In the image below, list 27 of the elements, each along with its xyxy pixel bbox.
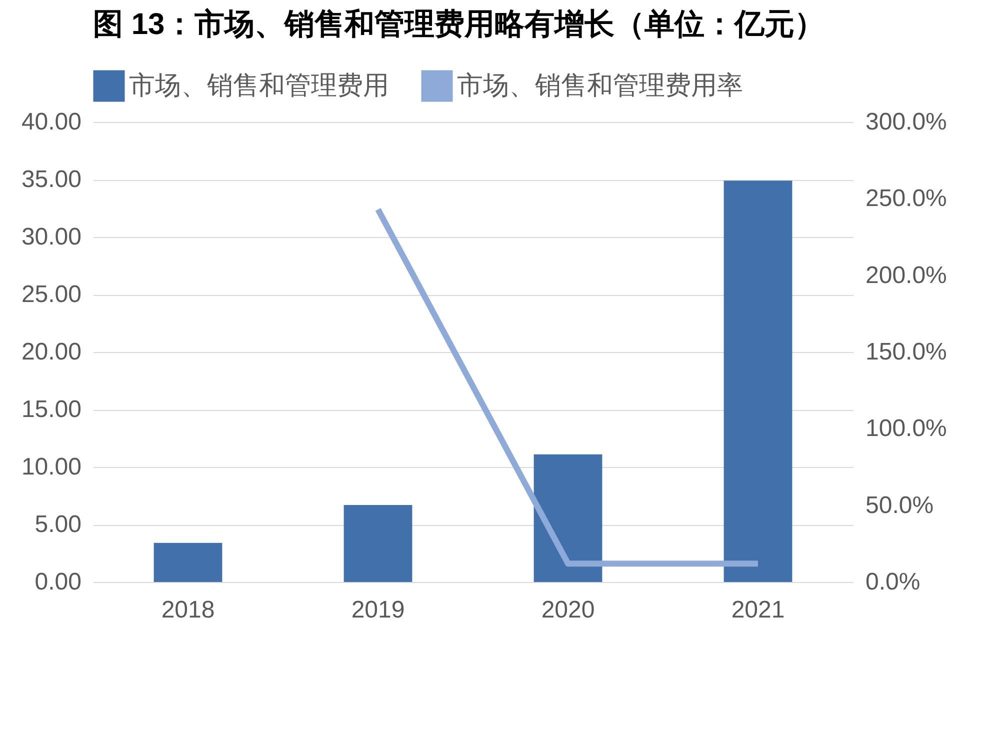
y2-tick-label: 200.0% (866, 262, 947, 289)
bar (344, 504, 412, 582)
y-tick-label: 30.00 (21, 224, 82, 250)
y-tick-label: 35.00 (21, 166, 82, 193)
y2-tick-label: 250.0% (866, 185, 947, 212)
bar (154, 542, 222, 582)
x-tick-label: 2019 (351, 596, 405, 624)
y2-tick-label: 0.0% (866, 568, 920, 596)
bar (724, 180, 792, 582)
y2-tick-label: 300.0% (866, 108, 947, 136)
x-tick-label: 2021 (731, 596, 785, 624)
legend-label: 市场、销售和管理费用率 (457, 70, 743, 100)
chart-title: 图 13：市场、销售和管理费用略有增长（单位：亿元） (93, 7, 825, 41)
bar (534, 454, 602, 582)
x-tick-label: 2018 (161, 596, 215, 624)
y2-tick-label: 150.0% (866, 338, 947, 366)
y-tick-label: 25.00 (21, 281, 82, 308)
y-tick-label: 40.00 (21, 108, 82, 136)
y-tick-label: 15.00 (21, 396, 82, 423)
y-tick-label: 10.00 (21, 454, 82, 480)
legend-label: 市场、销售和管理费用 (129, 70, 389, 100)
y2-tick-label: 50.0% (866, 492, 934, 519)
y2-tick-label: 100.0% (866, 415, 947, 442)
y-tick-label: 0.00 (34, 568, 82, 596)
y-tick-label: 5.00 (34, 511, 82, 538)
y-tick-label: 20.00 (21, 338, 82, 366)
x-tick-label: 2020 (541, 596, 595, 624)
